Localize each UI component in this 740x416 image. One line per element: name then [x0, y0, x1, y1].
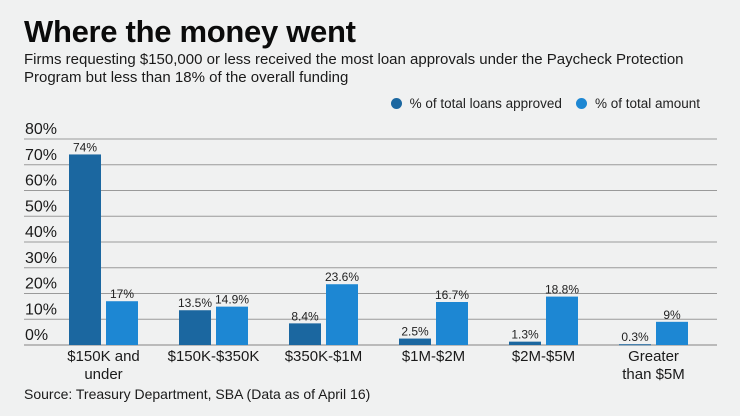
- bar-amount: [216, 306, 248, 345]
- data-label: 74%: [73, 140, 97, 154]
- legend-item-amount: % of total amount: [575, 96, 700, 111]
- data-label: 23.6%: [325, 270, 359, 284]
- bar-loans: [399, 338, 431, 345]
- data-label: 16.7%: [435, 288, 469, 302]
- legend-swatch-loans: [390, 98, 402, 109]
- legend-swatch-amount: [575, 98, 587, 109]
- bar-amount: [326, 284, 358, 345]
- x-tick-label: $2M-$5M: [512, 348, 575, 365]
- bar-loans: [69, 154, 101, 345]
- x-tick-label: $150K and: [67, 348, 140, 365]
- x-tick-label: $150K-$350K: [168, 348, 260, 365]
- y-tick-label: 10%: [25, 301, 57, 318]
- bar-loans: [619, 344, 651, 346]
- data-label: 18.8%: [545, 283, 579, 297]
- y-tick-label: 70%: [25, 147, 57, 164]
- data-label: 9%: [663, 308, 681, 322]
- bar-loans: [289, 323, 321, 345]
- chart-title: Where the money went: [24, 14, 356, 49]
- bar-amount: [546, 296, 578, 345]
- data-label: 1.3%: [511, 328, 539, 342]
- legend-label-loans: % of total loans approved: [409, 96, 562, 111]
- x-tick-label: under: [84, 366, 122, 383]
- y-tick-label: 80%: [25, 121, 57, 138]
- bar-loans: [179, 310, 211, 345]
- x-tick-label: $1M-$2M: [402, 348, 465, 365]
- bar-amount: [106, 301, 138, 345]
- y-tick-label: 60%: [25, 173, 57, 190]
- bar-amount: [656, 321, 688, 345]
- x-tick-label: $350K-$1M: [285, 348, 363, 365]
- legend-label-amount: % of total amount: [594, 96, 700, 111]
- legend: % of total loans approved % of total amo…: [377, 96, 700, 111]
- chart-subtitle: Firms requesting $150,000 or less receiv…: [24, 51, 684, 86]
- x-tick-label: than $5M: [622, 366, 685, 383]
- bar-loans: [509, 341, 541, 345]
- data-label: 17%: [110, 287, 134, 301]
- source-note: Source: Treasury Department, SBA (Data a…: [24, 386, 371, 402]
- y-tick-label: 40%: [25, 224, 57, 241]
- data-label: 14.9%: [215, 293, 249, 307]
- y-tick-label: 50%: [25, 198, 57, 215]
- y-tick-label: 30%: [25, 250, 57, 267]
- data-label: 8.4%: [291, 309, 319, 323]
- legend-item-loans: % of total loans approved: [390, 96, 562, 111]
- y-tick-label: 0%: [25, 327, 48, 344]
- data-label: 2.5%: [401, 325, 429, 339]
- x-tick-label: Greater: [628, 348, 679, 365]
- bar-amount: [436, 301, 468, 345]
- y-tick-label: 20%: [25, 276, 57, 293]
- data-label: 13.5%: [178, 296, 212, 310]
- data-label: 0.3%: [621, 330, 649, 344]
